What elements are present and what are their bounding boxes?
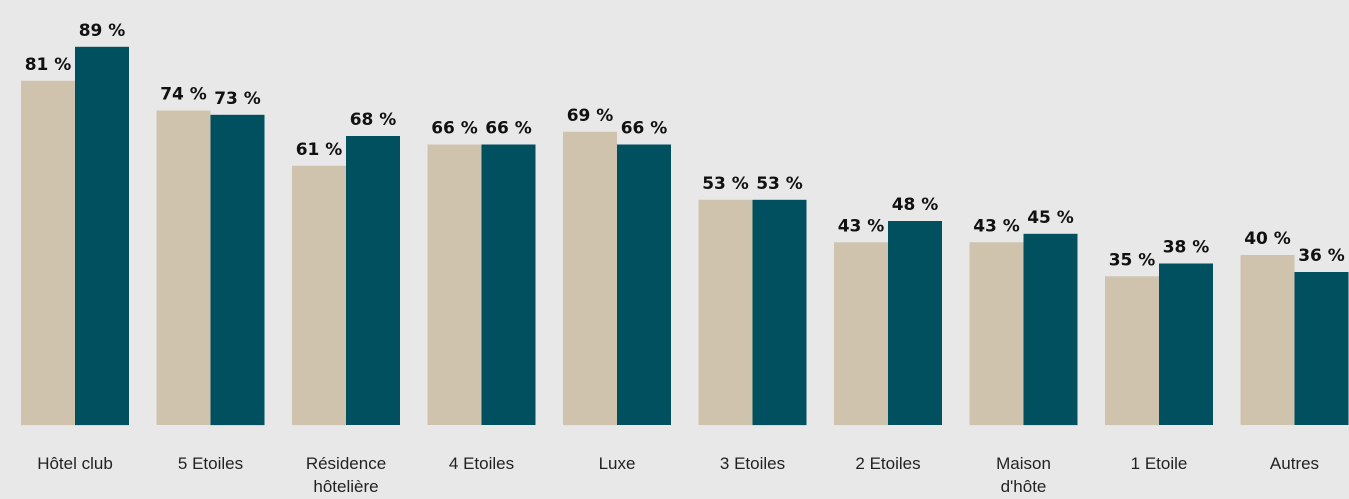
value-label-series1-2: 61 % [296, 140, 343, 160]
category-label-0: Hôtel club [37, 454, 113, 473]
bar-series1-7 [969, 242, 1024, 426]
value-label-series1-0: 81 % [25, 55, 72, 75]
bar-series1-1 [156, 110, 211, 425]
bar-series2-4 [617, 144, 671, 425]
value-label-series2-8: 38 % [1163, 238, 1210, 258]
category-label-5: 3 Etoiles [720, 454, 785, 473]
value-labels-group: 81 % 89 % 74 % 73 % 61 % 68 % 66 % 66 % 69 % 66 %… [25, 21, 1345, 270]
category-labels-group: Hôtel club 5 Etoiles Résidence hôtelière 4 E… [37, 454, 1319, 496]
category-label-6: 2 Etoiles [855, 454, 920, 473]
category-label-7-line1: Maison [996, 454, 1051, 473]
value-label-series1-9: 40 % [1244, 229, 1291, 249]
value-label-series2-6: 48 % [892, 195, 939, 215]
bar-series1-0 [21, 80, 75, 426]
bar-series1-6 [834, 242, 888, 426]
category-label-3: 4 Etoiles [449, 454, 514, 473]
bar-series2-9 [1294, 272, 1349, 425]
value-label-series2-7: 45 % [1027, 208, 1074, 228]
category-label-1: 5 Etoiles [178, 454, 243, 473]
bar-series2-0 [75, 46, 129, 426]
value-label-series1-1: 74 % [160, 85, 207, 105]
value-label-series1-8: 35 % [1109, 250, 1156, 270]
bars-group [21, 46, 1349, 426]
value-label-series1-6: 43 % [838, 216, 885, 236]
value-label-series2-4: 66 % [621, 119, 668, 139]
bar-series1-5 [698, 199, 753, 426]
bar-series2-2 [346, 136, 400, 425]
bar-series1-9 [1240, 255, 1295, 425]
bar-series2-1 [210, 114, 265, 426]
value-label-series2-9: 36 % [1298, 246, 1345, 266]
value-label-series1-5: 53 % [702, 174, 749, 194]
category-label-4: Luxe [599, 454, 636, 473]
bar-series1-2 [292, 165, 346, 426]
value-label-series1-3: 66 % [431, 119, 478, 139]
bar-series2-7 [1023, 233, 1078, 426]
bar-series1-8 [1105, 276, 1159, 426]
bar-series2-8 [1159, 263, 1213, 425]
category-label-9: Autres [1270, 454, 1319, 473]
value-label-series2-5: 53 % [756, 174, 803, 194]
value-label-series1-4: 69 % [567, 106, 614, 126]
category-label-8: 1 Etoile [1131, 454, 1188, 473]
category-label-7-line2: d'hôte [1001, 477, 1047, 496]
category-label-2-line1: Résidence [306, 454, 386, 473]
bar-series2-3 [481, 144, 536, 425]
bar-series2-5 [752, 199, 807, 426]
value-label-series2-1: 73 % [214, 89, 261, 109]
value-label-series1-7: 43 % [973, 216, 1020, 236]
bar-series2-6 [888, 221, 942, 425]
bar-series1-4 [563, 131, 617, 426]
category-label-2-line2: hôtelière [313, 477, 378, 496]
value-label-series2-3: 66 % [485, 119, 532, 139]
value-label-series2-2: 68 % [350, 110, 397, 130]
bar-series1-3 [427, 144, 482, 425]
value-label-series2-0: 89 % [79, 21, 126, 41]
